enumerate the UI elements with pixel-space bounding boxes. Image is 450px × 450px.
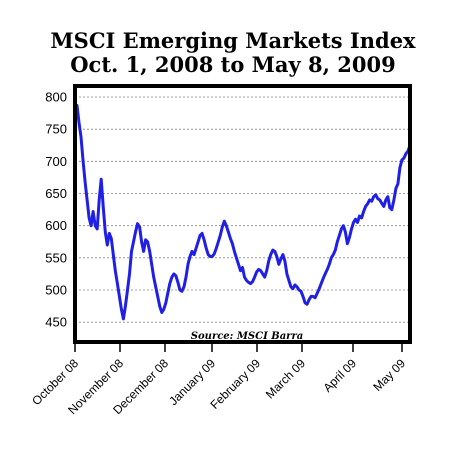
x-tick-label: April 09 (320, 356, 359, 395)
y-tick-label: 700 (45, 154, 67, 169)
y-tick-label: 550 (45, 250, 67, 265)
y-tick-label: 600 (45, 218, 67, 233)
y-tick-label: 650 (45, 186, 67, 201)
x-tick-label: May 09 (370, 356, 408, 394)
y-gridlines (75, 96, 410, 323)
plot-frame (73, 84, 412, 344)
chart-title: MSCI Emerging Markets Index (50, 28, 416, 53)
y-tick-label: 750 (45, 122, 67, 137)
source-annotation: Source: MSCI Barra (191, 331, 303, 342)
y-axis-tick-labels: 450 500 550 600 650 700 750 800 (45, 90, 67, 330)
chart-subtitle: Oct. 1, 2008 to May 8, 2009 (70, 52, 395, 77)
series-line (75, 103, 412, 321)
y-tick-label: 450 (45, 315, 67, 330)
y-tick-label: 800 (45, 90, 67, 105)
y-tick-label: 500 (45, 283, 67, 298)
x-tick-label: March 09 (263, 356, 309, 402)
